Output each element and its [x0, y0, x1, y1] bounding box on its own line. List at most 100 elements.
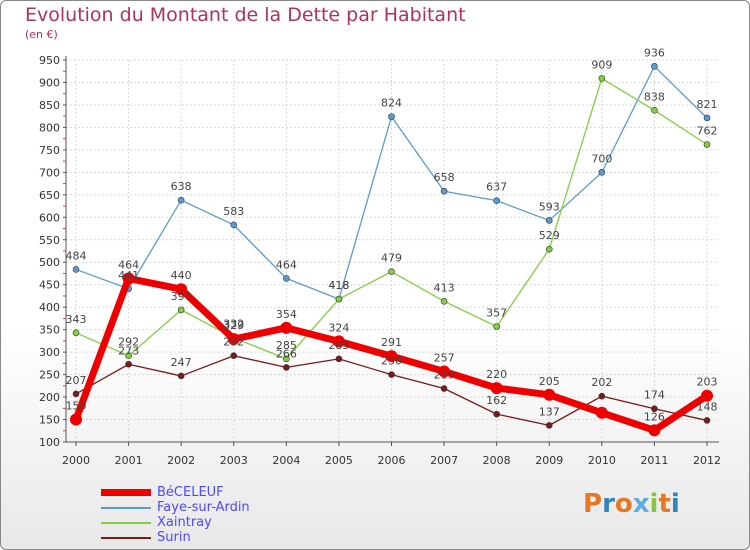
data-point	[335, 295, 343, 303]
y-tick-label: 300	[39, 346, 60, 359]
data-label: 285	[276, 339, 297, 352]
legend-swatch	[101, 536, 151, 539]
legend-label: Xaintray	[157, 515, 212, 530]
legend-item: BéCELEUF	[101, 485, 250, 500]
data-point	[598, 75, 606, 82]
data-point	[385, 350, 398, 363]
data-point	[72, 390, 80, 398]
x-tick-label: 2008	[483, 454, 511, 467]
data-label: 332	[223, 318, 244, 331]
data-label: 821	[697, 98, 718, 111]
y-tick-label: 600	[39, 211, 60, 224]
data-point	[280, 321, 293, 334]
data-label: 292	[223, 336, 244, 349]
data-label: 936	[644, 46, 665, 59]
x-tick-label: 2004	[272, 454, 300, 467]
data-point	[493, 323, 500, 330]
data-point	[283, 275, 290, 282]
y-tick-label: 750	[39, 144, 60, 157]
data-label: 418	[328, 279, 349, 292]
data-point	[122, 272, 135, 285]
data-label: 638	[171, 180, 192, 193]
data-label: 219	[434, 369, 455, 382]
proxiti-logo: Proxiti	[583, 489, 680, 519]
data-point	[703, 114, 711, 122]
data-point	[545, 217, 553, 224]
x-tick-label: 2001	[115, 454, 143, 467]
data-point	[283, 364, 290, 371]
data-point	[651, 107, 658, 114]
data-label: 583	[223, 205, 244, 218]
data-label: 637	[486, 181, 507, 194]
data-point	[177, 306, 185, 314]
legend-swatch	[101, 521, 151, 524]
data-point	[388, 113, 395, 120]
data-point	[651, 405, 658, 413]
x-tick-label: 2003	[220, 454, 248, 467]
data-label: 357	[486, 307, 507, 320]
data-point	[648, 424, 661, 437]
data-point	[440, 298, 448, 305]
data-label: 464	[118, 258, 139, 271]
x-tick-label: 2010	[588, 454, 616, 467]
data-point	[490, 382, 503, 395]
legend-item: Xaintray	[101, 515, 250, 530]
data-label: 285	[328, 339, 349, 352]
y-tick-label: 100	[39, 436, 60, 449]
x-tick-label: 2011	[640, 454, 668, 467]
y-tick-label: 800	[39, 121, 60, 134]
y-tick-label: 550	[39, 234, 60, 247]
data-point	[283, 355, 290, 363]
data-point	[595, 406, 608, 419]
x-tick-label: 2005	[325, 454, 353, 467]
data-label: 418	[328, 279, 349, 292]
data-point	[177, 372, 185, 380]
data-label: 247	[171, 356, 192, 369]
data-label: 909	[591, 58, 612, 71]
data-label: 162	[486, 394, 507, 407]
data-label: 464	[276, 258, 297, 271]
x-tick-label: 2000	[62, 454, 90, 467]
y-tick-label: 350	[39, 324, 60, 337]
data-point	[545, 422, 553, 429]
data-point	[438, 365, 451, 378]
data-label: 126	[644, 410, 665, 423]
y-tick-label: 900	[39, 76, 60, 89]
data-label: 441	[118, 269, 139, 282]
data-label: 413	[434, 281, 455, 294]
data-label: 266	[276, 347, 297, 360]
data-label: 137	[539, 405, 560, 418]
data-label: 479	[381, 252, 402, 265]
data-label: 205	[539, 375, 560, 388]
data-label: 762	[697, 124, 718, 137]
data-label: 291	[381, 336, 402, 349]
data-label: 529	[539, 229, 560, 242]
x-tick-label: 2012	[693, 454, 721, 467]
legend-item: Surin	[101, 530, 250, 545]
y-tick-label: 950	[39, 54, 60, 67]
y-tick-label: 150	[39, 414, 60, 427]
data-point	[175, 283, 188, 296]
data-label: 658	[434, 171, 455, 184]
data-point	[230, 352, 238, 360]
y-tick-label: 700	[39, 166, 60, 179]
data-point	[70, 413, 82, 426]
y-tick-label: 200	[39, 391, 60, 404]
chart-subtitle: (en €)	[25, 28, 58, 41]
data-point	[388, 268, 395, 275]
data-label: 202	[591, 376, 612, 389]
data-point	[703, 141, 711, 148]
data-label: 148	[697, 400, 718, 413]
data-label: 207	[66, 374, 87, 387]
data-point	[388, 371, 395, 378]
x-tick-label: 2006	[378, 454, 406, 467]
legend-swatch	[101, 489, 151, 496]
data-point	[440, 385, 448, 392]
data-point	[703, 417, 711, 424]
data-point	[440, 187, 448, 195]
data-point	[545, 245, 553, 253]
y-tick-label: 400	[39, 301, 60, 314]
data-label: 440	[171, 269, 192, 282]
